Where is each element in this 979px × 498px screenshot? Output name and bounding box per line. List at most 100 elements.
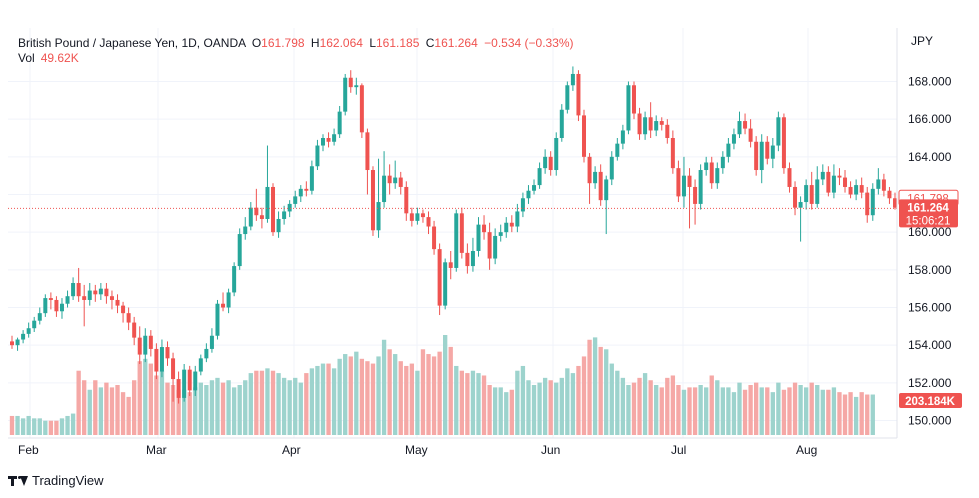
candle (259, 207, 264, 229)
volume-bar (820, 389, 825, 435)
candle (309, 160, 314, 195)
candle (604, 175, 609, 235)
volume-bar (809, 382, 814, 435)
candle (548, 151, 553, 176)
time-axis[interactable]: Feb Mar Apr May Jun Jul Aug (18, 443, 817, 457)
volume-legend-label[interactable]: Vol (18, 51, 35, 65)
tradingview-branding[interactable]: TradingView (8, 473, 104, 488)
candle (359, 83, 364, 138)
candle (826, 166, 831, 197)
candle (26, 322, 31, 338)
candle (348, 70, 353, 93)
volume-bar (498, 387, 503, 435)
candle (815, 166, 820, 208)
candle (893, 192, 897, 210)
volume-bar (381, 339, 387, 435)
volume-bar (132, 380, 137, 435)
volume-bar (354, 351, 359, 435)
volume-bar (692, 387, 698, 435)
volume-bar (598, 346, 603, 435)
volume-bar (104, 382, 109, 435)
candle (365, 128, 370, 195)
candle (332, 128, 337, 146)
volume-bar (792, 382, 798, 435)
volume-bar (331, 368, 337, 435)
candle (543, 149, 548, 174)
grid-lines (8, 28, 897, 438)
y-tick-label: 168.000 (908, 75, 952, 89)
candle (382, 151, 387, 208)
candle (304, 181, 309, 197)
candle (609, 151, 614, 186)
candle (754, 136, 759, 176)
tradingview-logo-icon (8, 474, 28, 488)
volume-bar (476, 373, 481, 435)
candle (254, 188, 259, 221)
candle (776, 111, 781, 152)
candle (637, 107, 642, 140)
candle (215, 299, 220, 340)
volume-bar (309, 368, 315, 435)
volume-bar (731, 392, 737, 435)
volume-bar (98, 387, 104, 435)
volume-bar (470, 370, 476, 435)
volume-bar (576, 365, 581, 435)
candle (159, 339, 164, 378)
open-value: 161.798 (261, 36, 305, 50)
volume-bar (115, 385, 120, 435)
x-tick-label: Aug (796, 443, 817, 457)
volume-bar (281, 377, 287, 435)
candle (265, 145, 270, 223)
candle (226, 288, 231, 314)
candle (743, 113, 748, 135)
volume-bar (454, 365, 459, 435)
volume-bar (865, 394, 870, 435)
candle (393, 160, 398, 189)
low-value: 161.185 (376, 36, 420, 50)
volume-bar (43, 420, 48, 435)
volume-bar (681, 389, 687, 435)
candle (470, 237, 475, 272)
symbol-title[interactable]: British Pound / Japanese Yen, 1D, OANDA (18, 36, 246, 50)
candle (82, 284, 87, 327)
volume-bar (770, 392, 775, 435)
candle (171, 352, 176, 402)
volume-bar (559, 377, 564, 435)
candle (232, 262, 237, 297)
volume-bar (642, 373, 648, 435)
volume-bar (326, 363, 331, 435)
y-tick-label: 166.000 (908, 112, 952, 126)
volume-bar (437, 351, 442, 435)
volume-bar (204, 385, 209, 435)
volume-bar (243, 380, 248, 435)
candle (298, 185, 303, 203)
volume-bar (259, 370, 265, 435)
volume-bar (26, 415, 31, 435)
close-value: 161.264 (434, 36, 478, 50)
volume-bar (32, 418, 37, 435)
volume-bar (148, 363, 154, 435)
volume-bar (742, 389, 748, 435)
candle (454, 209, 459, 272)
candle (520, 192, 525, 218)
volume-bar (831, 387, 837, 435)
volume-bar (504, 392, 509, 435)
volume-bar (393, 354, 398, 435)
candle (593, 166, 598, 189)
volume-bar (9, 415, 15, 435)
candle (881, 173, 886, 197)
last-price-label: 161.264 (907, 202, 949, 214)
volume-bar (448, 346, 453, 435)
candle (148, 330, 153, 357)
volume-bar (298, 382, 303, 435)
candle (409, 207, 414, 227)
volume-bar (837, 392, 842, 435)
price-axis[interactable]: 168.000166.000164.000162.000160.000158.0… (908, 75, 952, 428)
candle (182, 364, 187, 402)
candle (98, 283, 103, 300)
volume-bar (93, 380, 98, 435)
candle (643, 111, 648, 140)
volume-bar (654, 385, 659, 435)
volume-bar (48, 420, 54, 435)
